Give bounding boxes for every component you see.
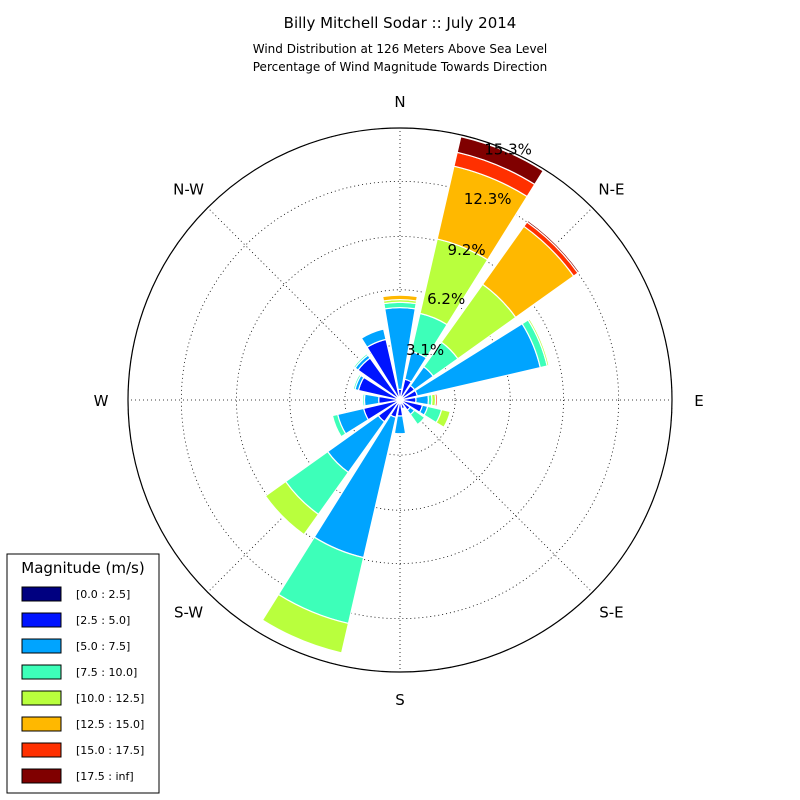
direction-label-n-e: N-E	[598, 181, 624, 199]
direction-label-s-e: S-E	[599, 603, 623, 621]
legend-swatch-4	[21, 690, 62, 706]
legend-label-5: [12.5 : 15.0]	[76, 718, 144, 731]
direction-label-s-w: S-W	[174, 603, 203, 621]
radial-label-3: 9.2%	[448, 241, 486, 259]
radial-labels: 3.1% 6.2% 9.2% 12.3% 15.3%	[406, 141, 532, 359]
radial-label-5: 15.3%	[484, 141, 532, 159]
legend-label-3: [7.5 : 10.0]	[76, 666, 137, 679]
radial-label-1: 3.1%	[406, 341, 444, 359]
radial-label-4: 12.3%	[464, 190, 512, 208]
bar-segment-337.5-bin-2	[360, 328, 387, 349]
legend-swatch-5	[21, 716, 62, 732]
bar-segment-225-bin-4	[264, 480, 320, 536]
legend-swatch-1	[21, 612, 62, 628]
bar-segment-90-bin-2	[415, 394, 430, 406]
chart-subtitle-line-2: Percentage of Wind Magnitude Towards Dir…	[253, 60, 547, 74]
direction-labels: N N-E E S-E S S-W W N-W	[94, 93, 704, 709]
legend-label-1: [2.5 : 5.0]	[76, 614, 130, 627]
grid-ring-3	[236, 236, 564, 564]
legend-swatch-6	[21, 742, 62, 758]
bar-segment-202.5-bin-4	[261, 593, 350, 654]
radial-label-2: 6.2%	[427, 290, 465, 308]
bar-segment-90-bin-6	[434, 393, 438, 407]
legend-label-6: [15.0 : 17.5]	[76, 744, 144, 757]
legend-label-0: [0.0 : 2.5]	[76, 588, 130, 601]
outer-ring	[127, 127, 673, 673]
bar-segment-270-bin-2	[363, 393, 380, 407]
wind-bars	[261, 135, 581, 654]
grid-ring-1	[344, 344, 456, 456]
legend-entries: [0.0 : 2.5] [2.5 : 5.0] [5.0 : 7.5] [7.5 : …	[21, 586, 144, 784]
bar-segment-292.5-bin-3	[352, 373, 362, 391]
legend-label-7: [17.5 : inf]	[76, 770, 134, 783]
legend: Magnitude (m/s) [0.0 : 2.5] [2.5 : 5.0] [5…	[6, 553, 160, 794]
grid-ring-2	[289, 289, 511, 511]
legend-label-4: [10.0 : 12.5]	[76, 692, 144, 705]
bar-segment-112.5-bin-4	[435, 408, 451, 429]
legend-swatch-3	[21, 664, 62, 680]
legend-label-2: [5.0 : 7.5]	[76, 640, 130, 653]
direction-label-e: E	[694, 392, 703, 410]
grid-ring-4	[180, 180, 620, 620]
direction-label-n: N	[394, 93, 405, 111]
bar-segment-270-bin-3	[362, 393, 366, 407]
legend-title: Magnitude (m/s)	[21, 559, 144, 577]
direction-label-n-w: N-W	[173, 181, 204, 199]
legend-swatch-2	[21, 638, 62, 654]
bar-segment-135-bin-3	[409, 409, 426, 426]
direction-label-w: W	[94, 392, 109, 410]
chart-subtitle-line-1: Wind Distribution at 126 Meters Above Se…	[253, 42, 548, 56]
bar-segment-180-bin-2	[393, 415, 407, 435]
grid-spoke-7	[207, 207, 401, 401]
bar-segment-247.5-bin-3	[331, 413, 347, 438]
bar-segment-22.5-bin-7	[456, 135, 545, 186]
bar-segment-67.5-bin-4	[527, 318, 550, 367]
bar-segment-45-bin-7	[526, 219, 581, 274]
legend-swatch-7	[21, 768, 62, 784]
bar-segment-0-bin-5	[381, 294, 419, 302]
direction-label-s: S	[395, 691, 405, 709]
bar-segment-315-bin-3	[352, 352, 369, 369]
chart-title: Billy Mitchell Sodar :: July 2014	[284, 14, 517, 32]
legend-swatch-0	[21, 586, 62, 602]
grid-spoke-3	[399, 399, 593, 593]
